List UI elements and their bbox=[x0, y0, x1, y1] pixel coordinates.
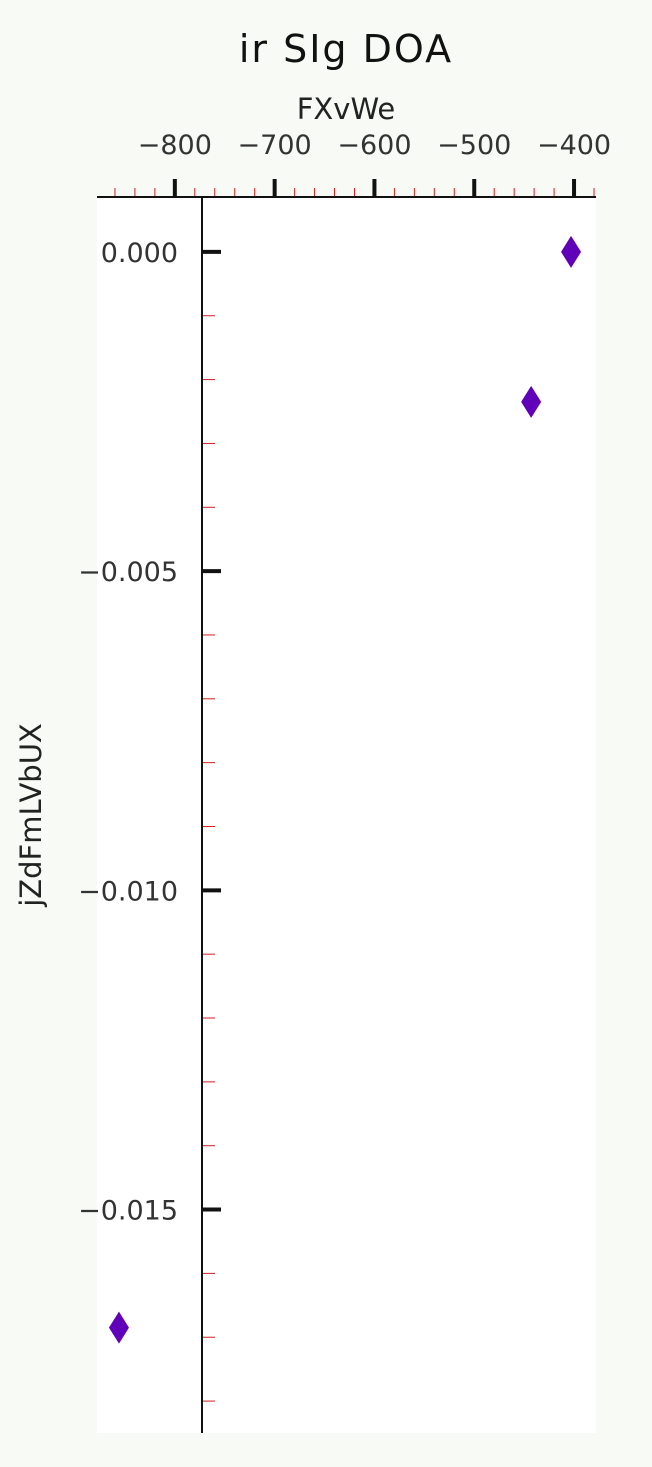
y-tick-label: −0.005 bbox=[78, 557, 178, 588]
y-axis-label: jZdFmLVbUX bbox=[14, 723, 48, 908]
data-point bbox=[108, 1311, 129, 1344]
y-tick-label: −0.010 bbox=[78, 876, 178, 907]
data-point bbox=[561, 235, 582, 268]
x-tick-label: −700 bbox=[238, 130, 312, 161]
plot-background bbox=[97, 197, 596, 1433]
x-tick-label: −800 bbox=[138, 130, 212, 161]
x-tick-label: −600 bbox=[337, 130, 411, 161]
data-point bbox=[521, 385, 542, 418]
x-axis-label: FXvWe bbox=[297, 92, 396, 126]
chart-title: ir SIg DOA bbox=[239, 27, 453, 71]
data-points bbox=[108, 235, 582, 1344]
y-axis-ticks: 0.000 −0.005 −0.010 −0.015 bbox=[78, 238, 221, 1402]
x-tick-label: −500 bbox=[437, 130, 511, 161]
x-axis-ticks: −800 −700 −600 −500 −400 bbox=[114, 130, 611, 197]
y-tick-label: 0.000 bbox=[101, 238, 178, 269]
x-tick-label: −400 bbox=[537, 130, 611, 161]
y-tick-label: −0.015 bbox=[78, 1196, 178, 1227]
